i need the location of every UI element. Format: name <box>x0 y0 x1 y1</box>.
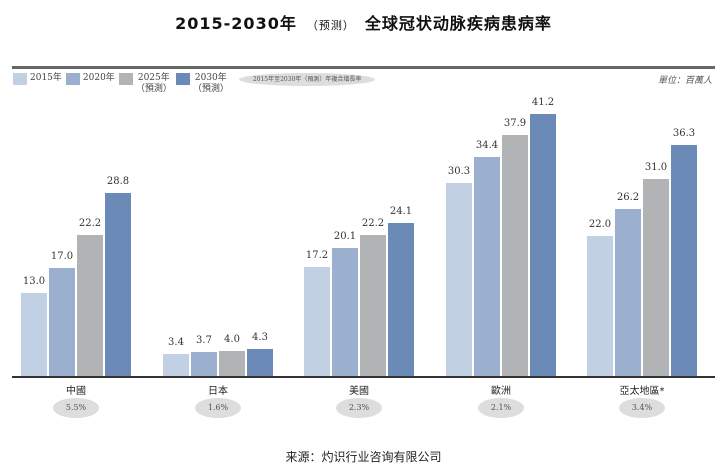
value-label: 20.1 <box>333 231 357 243</box>
value-label: 41.2 <box>531 96 555 108</box>
title-rest: 全球冠状动脉疾病患病率 <box>364 14 552 33</box>
bar <box>388 222 414 376</box>
value-label: 31.0 <box>644 161 668 173</box>
value-label: 34.4 <box>475 140 499 152</box>
bar <box>304 266 330 376</box>
value-label: 22.0 <box>588 219 612 231</box>
cagr-pill: 2.1% <box>478 398 524 418</box>
bar <box>502 134 528 376</box>
legend-label: 2030年 （預測） <box>192 73 229 94</box>
bar <box>360 234 386 376</box>
legend-item: 2025年 （預測） <box>118 73 172 95</box>
bar <box>49 267 75 376</box>
value-label: 17.2 <box>305 249 329 261</box>
value-label: 22.2 <box>361 217 385 229</box>
bar <box>332 248 358 376</box>
bar <box>671 145 697 376</box>
bar <box>643 178 669 376</box>
bar <box>615 209 641 376</box>
value-label: 4.3 <box>252 331 268 343</box>
value-label: 22.2 <box>78 217 102 229</box>
cagr-legend-pill: 2015年至2030年（預測）年複合增長率 <box>238 73 376 86</box>
legend-swatch <box>13 73 27 85</box>
title-main: 2015-2030年 <box>175 14 297 33</box>
value-label: 17.0 <box>50 250 74 262</box>
cagr-pill: 2.3% <box>336 398 382 418</box>
cagr-pill: 1.6% <box>195 398 241 418</box>
category-label: 歐洲 <box>491 386 511 397</box>
category-label: 美國 <box>349 386 369 397</box>
value-label: 36.3 <box>672 128 696 140</box>
legend-swatch <box>175 73 190 85</box>
value-label: 3.7 <box>196 335 212 347</box>
category-label: 中國 <box>66 386 86 397</box>
x-axis <box>12 376 715 378</box>
value-label: 30.3 <box>447 166 471 178</box>
legend-label: 2020年 <box>82 73 115 83</box>
bar <box>105 192 131 376</box>
title-sub: （预测） <box>306 19 355 32</box>
bar <box>163 354 189 376</box>
bar <box>446 183 472 376</box>
value-label: 24.1 <box>389 205 413 217</box>
bar <box>474 157 500 376</box>
legend-item: 2020年 <box>65 73 115 85</box>
value-label: 26.2 <box>616 192 640 204</box>
bar <box>77 234 103 376</box>
legend-item: 2030年 （預測） <box>175 73 229 95</box>
unit-label: 單位：百萬人 <box>657 76 712 86</box>
value-label: 3.4 <box>168 337 184 349</box>
bar <box>191 352 217 376</box>
legend-swatch <box>118 73 133 85</box>
bar <box>530 113 556 376</box>
value-label: 4.0 <box>224 333 240 345</box>
category-label: 亞太地區* <box>619 386 665 397</box>
source-note: 来源：灼识行业咨询有限公司 <box>285 450 442 464</box>
bar <box>587 236 613 376</box>
value-label: 13.0 <box>22 276 46 288</box>
chart-title: 2015-2030年 （预测） 全球冠状动脉疾病患病率 <box>0 10 727 34</box>
cagr-pill: 3.4% <box>619 398 665 418</box>
bar <box>219 350 245 376</box>
value-label: 28.8 <box>106 175 130 187</box>
top-rule <box>12 66 715 69</box>
bar <box>247 348 273 376</box>
cagr-pill: 5.5% <box>53 398 99 418</box>
legend: 2015年 2020年 2025年 （預測） 2030年 （預測） 2015年至2030年（… <box>13 73 376 95</box>
legend-swatch <box>65 73 80 85</box>
legend-item: 2015年 <box>13 73 62 85</box>
bar <box>21 293 47 376</box>
legend-label: 2015年 <box>30 73 62 83</box>
category-label: 日本 <box>208 386 228 397</box>
legend-label: 2025年 （預測） <box>135 73 172 94</box>
value-label: 37.9 <box>503 117 527 129</box>
